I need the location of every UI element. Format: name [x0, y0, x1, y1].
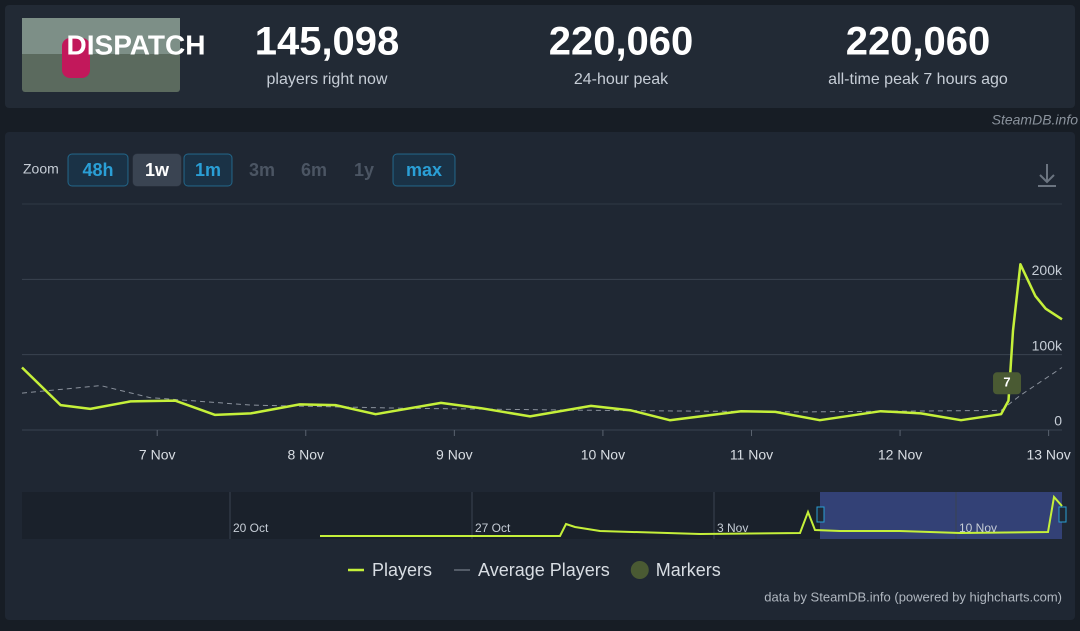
zoom-button-label: 1w — [145, 160, 170, 180]
stat-label: all-time peak 7 hours ago — [828, 71, 1008, 88]
stat-value: 220,060 — [549, 20, 694, 64]
zoom-label: Zoom — [23, 161, 59, 177]
capsule-sky — [22, 18, 180, 54]
zoom-button-label: 48h — [82, 160, 113, 180]
zoom-button-label: 6m — [301, 160, 327, 180]
x-tick-label: 12 Nov — [878, 447, 922, 463]
zoom-button-label: max — [406, 160, 442, 180]
legend-label[interactable]: Players — [372, 560, 432, 580]
stat-value: 145,098 — [255, 20, 400, 64]
x-tick-label: 8 Nov — [287, 447, 324, 463]
x-tick-label: 7 Nov — [139, 447, 176, 463]
x-tick-label: 9 Nov — [436, 447, 473, 463]
marker-flag[interactable] — [993, 372, 1022, 395]
navigator-label: 3 Nov — [717, 521, 748, 535]
navigator-label: 10 Nov — [959, 521, 997, 535]
stat-label: 24-hour peak — [574, 71, 669, 88]
average-line — [21, 367, 1063, 413]
legend-label[interactable]: Markers — [656, 560, 721, 580]
stat-label: players right now — [267, 71, 388, 88]
x-tick-label: 10 Nov — [581, 447, 625, 463]
chart-panel — [5, 132, 1075, 620]
game-logo: DISPATCH — [67, 29, 206, 60]
y-tick-label: 100k — [1032, 337, 1063, 353]
header-panel — [5, 5, 1075, 108]
navigator-label: 27 Oct — [475, 521, 511, 535]
legend-label[interactable]: Average Players — [478, 560, 610, 580]
zoom-button[interactable] — [67, 153, 129, 187]
navigator-label: 20 Oct — [233, 521, 269, 535]
download-icon[interactable] — [1038, 164, 1056, 187]
zoom-button-label: 3m — [249, 160, 275, 180]
y-tick-label: 200k — [1032, 262, 1063, 278]
x-tick-label: 13 Nov — [1026, 447, 1070, 463]
watermark: SteamDB.info — [992, 112, 1079, 128]
y-tick-label: 0 — [1054, 413, 1062, 429]
capsule-figure — [62, 38, 90, 78]
legend-symbol — [630, 561, 649, 579]
zoom-button[interactable] — [132, 153, 182, 187]
zoom-button-label: 1y — [354, 160, 374, 180]
navigator-handle[interactable] — [816, 506, 825, 523]
zoom-button[interactable] — [392, 153, 456, 187]
legend: Players Average Players Markers — [348, 560, 721, 580]
navigator-line — [320, 494, 1063, 537]
zoom-buttons: 48h 1w 1m 3m 6m 1y max — [67, 153, 456, 187]
stat-value: 220,060 — [846, 20, 991, 64]
navigator-handle[interactable] — [1058, 506, 1067, 523]
zoom-button[interactable] — [183, 153, 233, 187]
x-tick-label: 11 Nov — [730, 447, 773, 463]
credits: data by SteamDB.info (powered by highcha… — [764, 589, 1062, 604]
zoom-button-label: 1m — [195, 160, 221, 180]
marker-label: 7 — [1003, 375, 1010, 390]
